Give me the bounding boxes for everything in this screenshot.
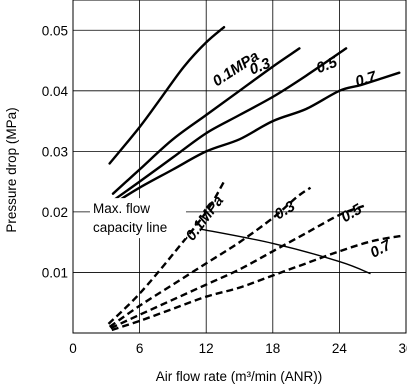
curves xyxy=(107,26,401,332)
series-line-solid xyxy=(111,47,301,195)
series-line-solid xyxy=(108,26,226,165)
x-tick-label: 6 xyxy=(136,341,144,356)
tick-labels: 0 6 12 18 24 30 0.01 0.02 0.03 0.04 0.05 xyxy=(42,23,407,356)
y-tick-label: 0.01 xyxy=(42,265,68,280)
y-tick-label: 0.03 xyxy=(42,144,68,159)
x-tick-label: 0 xyxy=(69,341,77,356)
series-line-solid xyxy=(112,47,348,201)
y-axis-label: Pressure drop (MPa) xyxy=(4,107,19,232)
y-tick-label: 0.05 xyxy=(42,23,68,38)
series-line-dashed xyxy=(108,186,312,328)
annotations: Max. flow capacity line xyxy=(89,198,186,239)
y-tick-label: 0.02 xyxy=(42,205,68,220)
series-label: 0.7 xyxy=(353,68,379,91)
series-label: 0.5 xyxy=(338,201,365,226)
series-line-solid xyxy=(114,71,401,204)
annotation-background xyxy=(89,198,186,239)
series-label: 0.5 xyxy=(314,54,340,77)
plot-frame xyxy=(72,0,407,334)
series-label: 0.1MPa xyxy=(182,193,227,245)
grid xyxy=(73,0,406,333)
series-label: 0.3 xyxy=(247,55,273,79)
series-label: 0.3 xyxy=(271,197,298,223)
series-line-dashed xyxy=(107,180,226,325)
x-tick-label: 12 xyxy=(199,341,214,356)
series-line-dashed xyxy=(110,204,365,330)
x-tick-label: 24 xyxy=(332,341,348,356)
annotation-text: Max. flow xyxy=(93,201,150,216)
series-label: 0.7 xyxy=(367,236,394,261)
x-tick-label: 18 xyxy=(265,341,280,356)
max-flow-capacity-line xyxy=(199,228,371,275)
x-tick-label: 30 xyxy=(398,341,407,356)
y-tick-label: 0.04 xyxy=(42,84,69,99)
series-line-dashed xyxy=(111,234,401,332)
annotation-text: capacity line xyxy=(93,220,167,235)
x-axis-label: Air flow rate (m³/min (ANR)) xyxy=(156,369,323,384)
